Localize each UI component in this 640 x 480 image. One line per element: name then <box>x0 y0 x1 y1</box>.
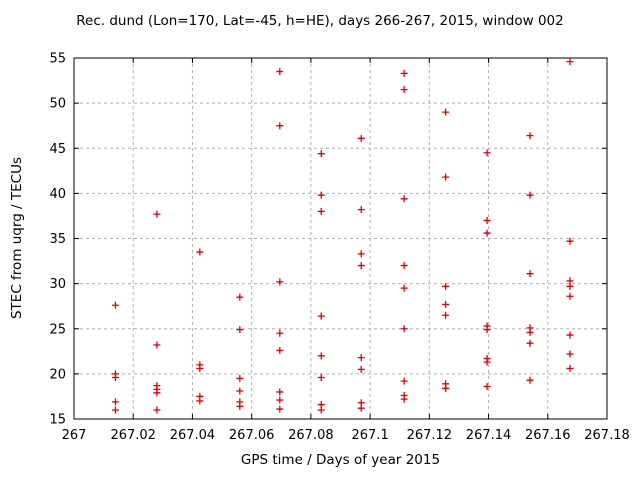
y-tick-label: 55 <box>49 52 66 67</box>
data-point-marker <box>236 326 244 334</box>
data-point-marker <box>400 395 408 403</box>
data-point-marker <box>566 350 574 358</box>
data-point-marker <box>442 108 450 116</box>
data-point-marker <box>276 346 284 354</box>
data-point-marker <box>111 373 119 381</box>
data-point-marker <box>111 406 119 414</box>
x-tick-label: 267.1 <box>352 428 389 443</box>
data-point-marker <box>566 237 574 245</box>
data-point-marker <box>526 328 534 336</box>
data-point-marker <box>442 300 450 308</box>
y-tick-label: 50 <box>49 97 66 112</box>
chart-title: Rec. dund (Lon=170, Lat=-45, h=HE), days… <box>76 13 564 29</box>
data-point-marker <box>153 406 161 414</box>
data-point-marker <box>357 365 365 373</box>
data-point-marker <box>483 229 491 237</box>
data-point-marker <box>317 207 325 215</box>
data-point-marker <box>483 216 491 224</box>
data-point-marker <box>317 312 325 320</box>
data-point-marker <box>566 331 574 339</box>
x-tick-label: 267.04 <box>170 428 216 443</box>
data-point-marker <box>317 150 325 158</box>
data-point-marker <box>483 149 491 157</box>
data-point-marker <box>400 325 408 333</box>
y-tick-label: 30 <box>49 277 66 292</box>
data-point-marker <box>317 373 325 381</box>
data-point-marker <box>276 122 284 130</box>
data-point-marker <box>236 387 244 395</box>
y-tick-label: 25 <box>49 322 66 337</box>
data-point-marker <box>400 377 408 385</box>
data-point-marker <box>153 210 161 218</box>
x-tick-label: 267 <box>62 428 87 443</box>
data-point-marker <box>442 311 450 319</box>
data-point-marker <box>526 339 534 347</box>
data-point-marker <box>566 364 574 372</box>
data-point-marker <box>317 191 325 199</box>
data-point-marker <box>317 406 325 414</box>
data-point-marker <box>442 282 450 290</box>
data-point-marker <box>236 374 244 382</box>
data-point-marker <box>357 262 365 270</box>
y-tick-label: 15 <box>49 413 66 428</box>
data-point-marker <box>153 341 161 349</box>
data-point-marker <box>276 68 284 76</box>
data-point-marker <box>442 384 450 392</box>
data-point-marker <box>566 292 574 300</box>
data-point-marker <box>400 195 408 203</box>
data-point-marker <box>526 376 534 384</box>
data-point-marker <box>400 284 408 292</box>
data-point-marker <box>153 389 161 397</box>
data-point-marker <box>400 262 408 270</box>
data-point-marker <box>317 352 325 360</box>
data-point-marker <box>566 58 574 66</box>
data-point-marker <box>526 191 534 199</box>
data-point-marker <box>566 282 574 290</box>
data-point-marker <box>236 293 244 301</box>
data-point-marker <box>526 132 534 140</box>
x-tick-label: 267.12 <box>407 428 453 443</box>
data-point-marker <box>400 69 408 77</box>
data-point-marker <box>196 364 204 372</box>
x-tick-label: 267.16 <box>525 428 571 443</box>
data-point-marker <box>357 250 365 258</box>
data-point-marker <box>276 388 284 396</box>
x-tick-label: 267.02 <box>110 428 156 443</box>
data-point-marker <box>483 326 491 334</box>
y-tick-label: 45 <box>49 142 66 157</box>
y-tick-label: 40 <box>49 187 66 202</box>
data-point-marker <box>276 405 284 413</box>
data-point-marker <box>236 402 244 410</box>
data-point-marker <box>357 206 365 214</box>
data-point-marker <box>196 397 204 405</box>
data-point-marker <box>357 354 365 362</box>
data-point-marker <box>526 270 534 278</box>
data-point-marker <box>442 173 450 181</box>
data-point-marker <box>357 404 365 412</box>
data-point-marker <box>276 396 284 404</box>
x-tick-label: 267.06 <box>229 428 275 443</box>
data-point-marker <box>196 248 204 256</box>
data-point-marker <box>357 134 365 142</box>
data-point-marker <box>111 398 119 406</box>
data-point-marker <box>400 86 408 94</box>
y-tick-label: 35 <box>49 232 66 247</box>
data-point-marker <box>483 358 491 366</box>
data-point-marker <box>276 329 284 337</box>
x-tick-label: 267.18 <box>584 428 630 443</box>
x-axis-title: GPS time / Days of year 2015 <box>240 452 441 468</box>
y-tick-label: 20 <box>49 367 66 382</box>
data-point-marker <box>111 301 119 309</box>
x-tick-label: 267.08 <box>288 428 334 443</box>
data-point-marker <box>276 278 284 286</box>
data-point-marker <box>483 383 491 391</box>
x-tick-label: 267.14 <box>466 428 512 443</box>
